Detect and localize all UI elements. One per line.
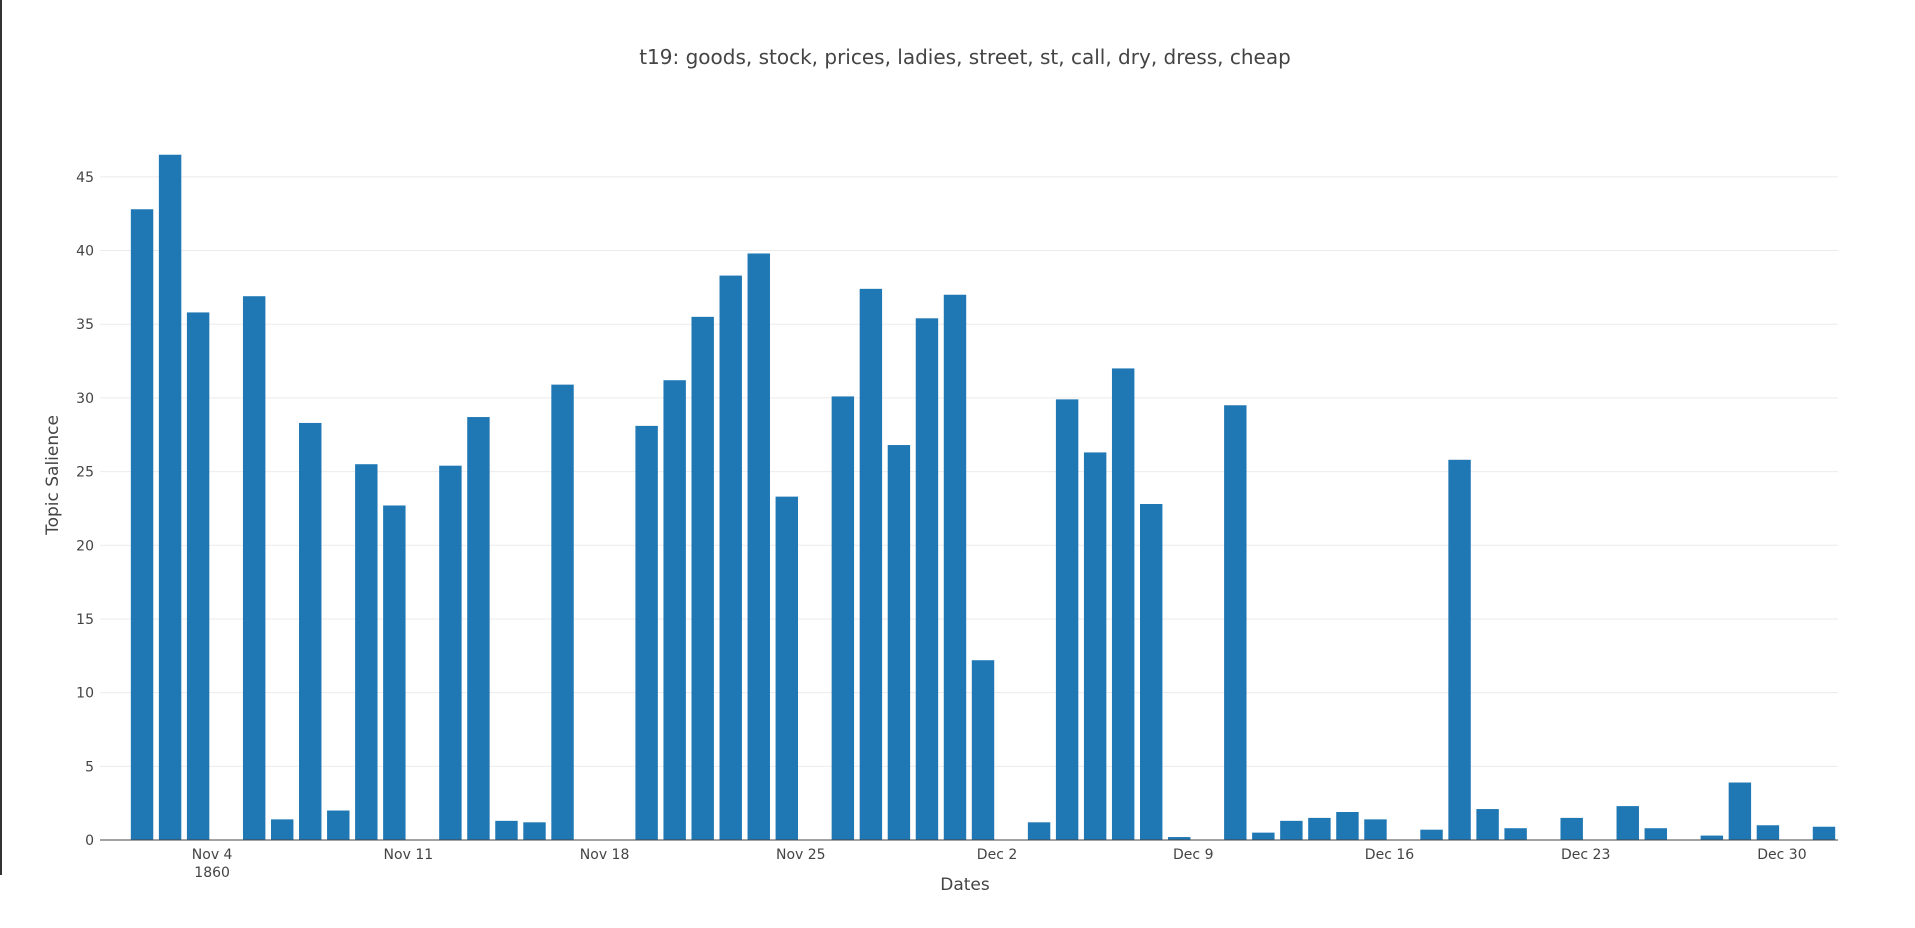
bar[interactable]: [775, 496, 799, 840]
x-tick-label: Nov 4: [192, 847, 233, 863]
x-tick-label: Dec 9: [1173, 847, 1213, 863]
bars: [130, 154, 1836, 841]
bar[interactable]: [130, 209, 154, 840]
x-axis-ticks: Nov 4 Nov 11 Nov 18 Nov 25 Dec 2 Dec 9 Dec 16 D…: [192, 847, 1807, 863]
bar[interactable]: [299, 422, 322, 840]
bar[interactable]: [915, 318, 939, 840]
y-tick-label: 25: [76, 465, 94, 481]
bar[interactable]: [1168, 837, 1191, 840]
bar[interactable]: [1139, 504, 1163, 840]
bar[interactable]: [1644, 828, 1668, 840]
bar[interactable]: [1224, 405, 1247, 840]
y-axis-ticks: 0 5 10 15 20 25 30 35 40 45: [76, 170, 94, 849]
grid: [100, 176, 1838, 767]
bar[interactable]: [1280, 820, 1303, 840]
x-axis-year-label: 1860: [194, 865, 230, 881]
x-tick-label: Nov 11: [384, 847, 434, 863]
bar[interactable]: [1476, 809, 1499, 840]
x-tick-label: Dec 23: [1561, 847, 1610, 863]
bar[interactable]: [1616, 806, 1639, 840]
bar[interactable]: [1700, 835, 1724, 840]
bar[interactable]: [635, 425, 658, 840]
bar[interactable]: [1728, 782, 1752, 840]
bar[interactable]: [719, 275, 742, 840]
window-edge: [0, 0, 2, 875]
bar[interactable]: [383, 505, 406, 840]
bar[interactable]: [1027, 822, 1051, 840]
bar[interactable]: [551, 384, 574, 840]
bar[interactable]: [1111, 368, 1135, 840]
y-tick-label: 5: [85, 759, 94, 775]
bar[interactable]: [887, 445, 911, 840]
chart-title: t19: goods, stock, prices, ladies, stree…: [639, 45, 1291, 69]
bar[interactable]: [747, 253, 770, 840]
bar[interactable]: [186, 312, 210, 841]
bar[interactable]: [1364, 819, 1387, 840]
y-tick-label: 10: [76, 686, 94, 702]
bar[interactable]: [242, 296, 266, 840]
bar[interactable]: [663, 380, 686, 840]
bar[interactable]: [355, 464, 378, 840]
x-tick-label: Dec 2: [977, 847, 1017, 863]
y-tick-label: 30: [76, 391, 94, 407]
bar[interactable]: [859, 288, 883, 840]
bar[interactable]: [1055, 399, 1079, 840]
bar[interactable]: [1252, 832, 1275, 840]
bar[interactable]: [1308, 817, 1331, 840]
bar[interactable]: [1504, 828, 1527, 840]
y-tick-label: 40: [76, 244, 94, 260]
bar[interactable]: [971, 660, 995, 840]
bar[interactable]: [1336, 812, 1359, 840]
bar[interactable]: [1756, 825, 1780, 840]
bar[interactable]: [1448, 459, 1471, 840]
bar[interactable]: [1560, 817, 1583, 840]
bar[interactable]: [495, 820, 518, 840]
bar[interactable]: [943, 294, 967, 841]
x-tick-label: Nov 25: [776, 847, 826, 863]
bar[interactable]: [523, 822, 546, 840]
bar[interactable]: [270, 819, 294, 840]
x-tick-label: Nov 18: [580, 847, 630, 863]
bar[interactable]: [691, 316, 714, 840]
y-tick-label: 35: [76, 317, 94, 333]
bar[interactable]: [327, 810, 350, 840]
x-tick-label: Dec 30: [1757, 847, 1806, 863]
bar[interactable]: [439, 465, 462, 840]
y-tick-label: 15: [76, 612, 94, 628]
x-tick-label: Dec 16: [1365, 847, 1414, 863]
bar[interactable]: [1420, 829, 1443, 840]
y-tick-label: 20: [76, 538, 94, 554]
x-axis-title: Dates: [940, 875, 990, 895]
bar[interactable]: [831, 396, 855, 840]
y-axis-title: Topic Salience: [43, 415, 63, 536]
y-tick-label: 0: [85, 833, 94, 849]
bar[interactable]: [467, 417, 490, 840]
bar[interactable]: [1812, 826, 1836, 840]
bar[interactable]: [1083, 452, 1107, 840]
y-tick-label: 45: [76, 170, 94, 186]
bar[interactable]: [158, 154, 182, 841]
